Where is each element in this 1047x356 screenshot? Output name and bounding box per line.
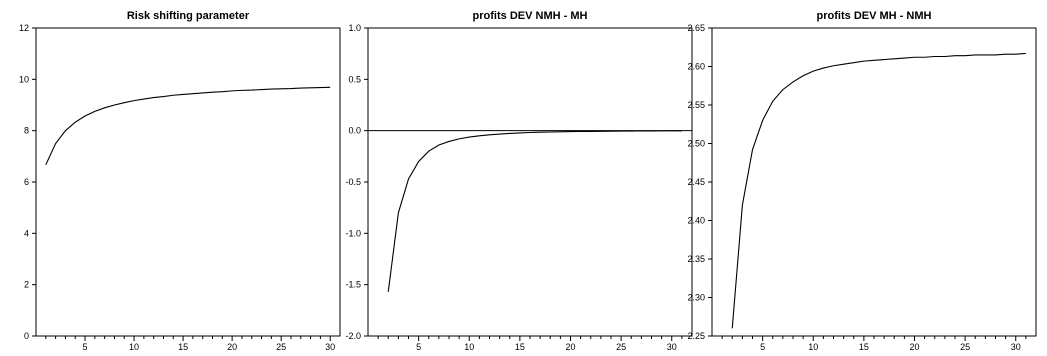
- y-tick-label: 6: [24, 177, 29, 187]
- x-tick-label: 20: [565, 342, 575, 352]
- y-tick-label: 0.0: [348, 126, 361, 136]
- x-tick-label: 30: [325, 342, 335, 352]
- x-tick-label: 15: [515, 342, 525, 352]
- plot-frame: [711, 27, 1037, 337]
- x-tick-label: 5: [760, 342, 765, 352]
- chart-title: profits DEV MH - NMH: [817, 10, 932, 22]
- y-tick-label: 8: [24, 126, 29, 136]
- x-tick-label: 15: [178, 342, 188, 352]
- y-tick-label: 0: [24, 331, 29, 341]
- x-tick-label: 5: [416, 342, 421, 352]
- x-tick-label: 10: [808, 342, 818, 352]
- y-tick-label: 12: [19, 23, 29, 33]
- chart-title: Risk shifting parameter: [127, 10, 250, 22]
- series-line: [387, 130, 682, 292]
- x-tick-label: 25: [960, 342, 970, 352]
- series-line: [45, 86, 331, 166]
- y-tick-label: 2.40: [687, 216, 705, 226]
- x-tick-label: 30: [1011, 342, 1021, 352]
- y-tick-label: 2.30: [687, 293, 705, 303]
- x-tick-label: 20: [909, 342, 919, 352]
- x-tick-label: 10: [129, 342, 139, 352]
- y-tick-label: -1.5: [345, 280, 361, 290]
- x-tick-label: 25: [276, 342, 286, 352]
- y-tick-label: 10: [19, 74, 29, 84]
- x-tick-label: 15: [859, 342, 869, 352]
- y-tick-label: -0.5: [345, 177, 361, 187]
- y-tick-label: -1.0: [345, 228, 361, 238]
- y-tick-label: 4: [24, 228, 29, 238]
- x-tick-label: 30: [667, 342, 677, 352]
- x-tick-label: 25: [616, 342, 626, 352]
- y-tick-label: 2.45: [687, 177, 705, 187]
- y-tick-label: 2.50: [687, 139, 705, 149]
- y-tick-label: 1.0: [348, 23, 361, 33]
- chart-title: profits DEV NMH - MH: [473, 10, 588, 22]
- series-line: [731, 52, 1026, 329]
- y-tick-label: 2.25: [687, 331, 705, 341]
- y-tick-label: 2.65: [687, 23, 705, 33]
- y-tick-label: 2.35: [687, 254, 705, 264]
- y-tick-label: -2.0: [345, 331, 361, 341]
- y-tick-label: 0.5: [348, 74, 361, 84]
- y-tick-label: 2: [24, 280, 29, 290]
- x-tick-label: 20: [227, 342, 237, 352]
- y-tick-label: 2.60: [687, 62, 705, 72]
- y-tick-label: 2.55: [687, 100, 705, 110]
- x-tick-label: 5: [83, 342, 88, 352]
- x-tick-label: 10: [464, 342, 474, 352]
